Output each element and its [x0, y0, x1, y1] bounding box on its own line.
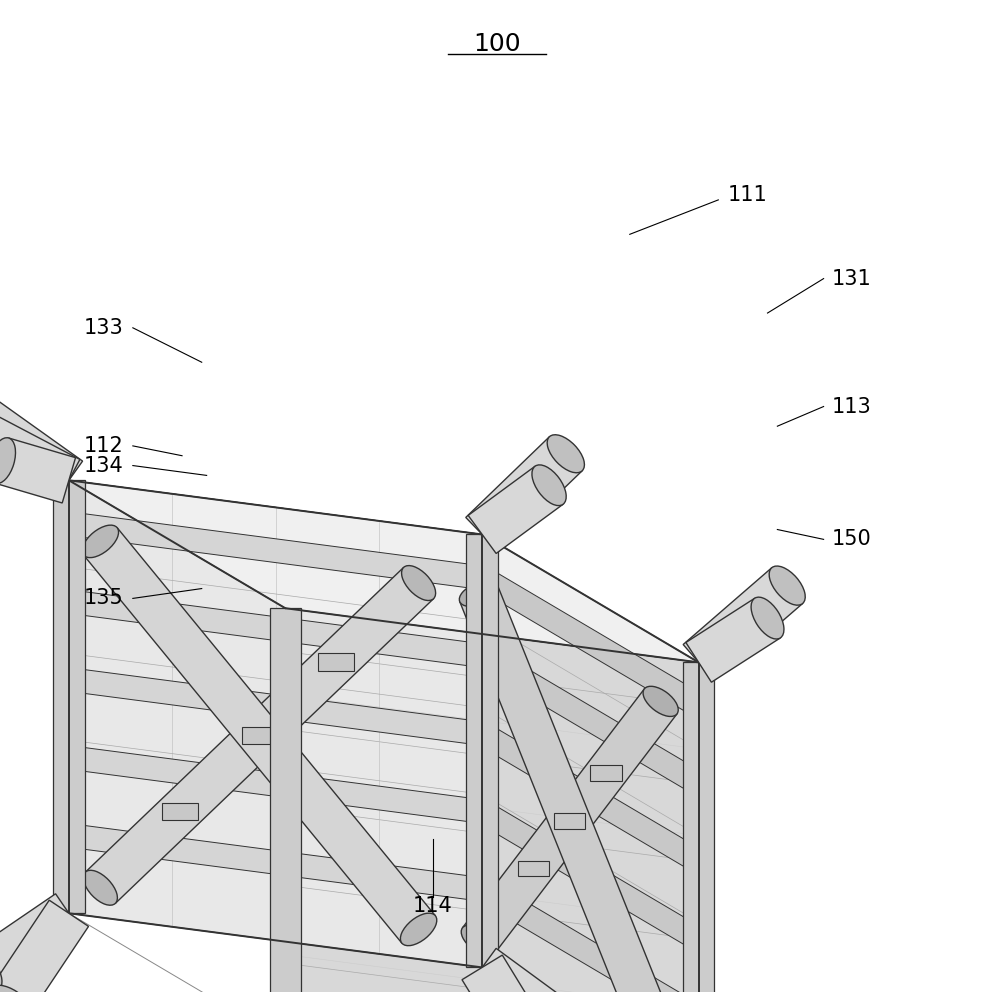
Ellipse shape — [769, 566, 805, 605]
Polygon shape — [476, 568, 705, 716]
Ellipse shape — [401, 566, 436, 601]
Polygon shape — [0, 894, 83, 990]
Polygon shape — [69, 480, 699, 662]
Text: 135: 135 — [84, 588, 123, 608]
Ellipse shape — [63, 824, 75, 847]
Ellipse shape — [691, 773, 707, 794]
Text: 113: 113 — [831, 397, 871, 417]
Polygon shape — [476, 646, 705, 794]
Polygon shape — [462, 955, 556, 1000]
Polygon shape — [0, 900, 89, 1000]
Polygon shape — [518, 861, 549, 876]
Ellipse shape — [532, 465, 566, 506]
Polygon shape — [476, 723, 705, 872]
Ellipse shape — [63, 746, 75, 769]
Ellipse shape — [691, 695, 707, 716]
Polygon shape — [67, 512, 484, 589]
Text: 150: 150 — [831, 529, 871, 549]
Polygon shape — [476, 879, 705, 1000]
Polygon shape — [242, 727, 277, 744]
Text: 131: 131 — [831, 269, 871, 289]
Polygon shape — [554, 813, 585, 829]
Polygon shape — [0, 410, 80, 501]
Ellipse shape — [84, 870, 117, 905]
Ellipse shape — [63, 512, 75, 535]
Ellipse shape — [691, 929, 707, 950]
Polygon shape — [683, 568, 803, 680]
Polygon shape — [466, 534, 498, 967]
Polygon shape — [84, 528, 435, 943]
Polygon shape — [683, 662, 714, 1000]
Text: 114: 114 — [413, 896, 453, 916]
Polygon shape — [270, 608, 301, 1000]
Polygon shape — [285, 608, 699, 1000]
Polygon shape — [67, 590, 484, 667]
Ellipse shape — [461, 925, 496, 955]
Ellipse shape — [63, 668, 75, 691]
Polygon shape — [162, 803, 198, 820]
Polygon shape — [465, 437, 583, 551]
Text: 100: 100 — [473, 32, 521, 56]
Polygon shape — [86, 567, 434, 903]
Ellipse shape — [751, 597, 784, 639]
Ellipse shape — [63, 590, 75, 613]
Text: 112: 112 — [84, 436, 123, 456]
Polygon shape — [476, 801, 705, 950]
Text: 133: 133 — [84, 318, 123, 338]
Polygon shape — [462, 689, 677, 953]
Ellipse shape — [460, 581, 498, 606]
Ellipse shape — [83, 525, 118, 558]
Polygon shape — [318, 653, 353, 671]
Ellipse shape — [400, 913, 437, 946]
Polygon shape — [686, 598, 780, 682]
Polygon shape — [468, 466, 563, 553]
Polygon shape — [468, 948, 570, 1000]
Ellipse shape — [0, 985, 31, 1000]
Polygon shape — [53, 480, 85, 913]
Ellipse shape — [0, 438, 16, 484]
Text: 134: 134 — [84, 456, 123, 476]
Ellipse shape — [644, 686, 678, 716]
Ellipse shape — [547, 435, 584, 473]
Polygon shape — [0, 380, 83, 500]
Polygon shape — [67, 668, 484, 745]
Text: 111: 111 — [728, 185, 768, 205]
Ellipse shape — [691, 851, 707, 872]
Polygon shape — [67, 824, 484, 901]
Polygon shape — [590, 765, 622, 781]
Polygon shape — [69, 480, 482, 967]
Polygon shape — [0, 438, 76, 503]
Polygon shape — [460, 586, 680, 1000]
Polygon shape — [67, 746, 484, 823]
Ellipse shape — [0, 950, 2, 991]
